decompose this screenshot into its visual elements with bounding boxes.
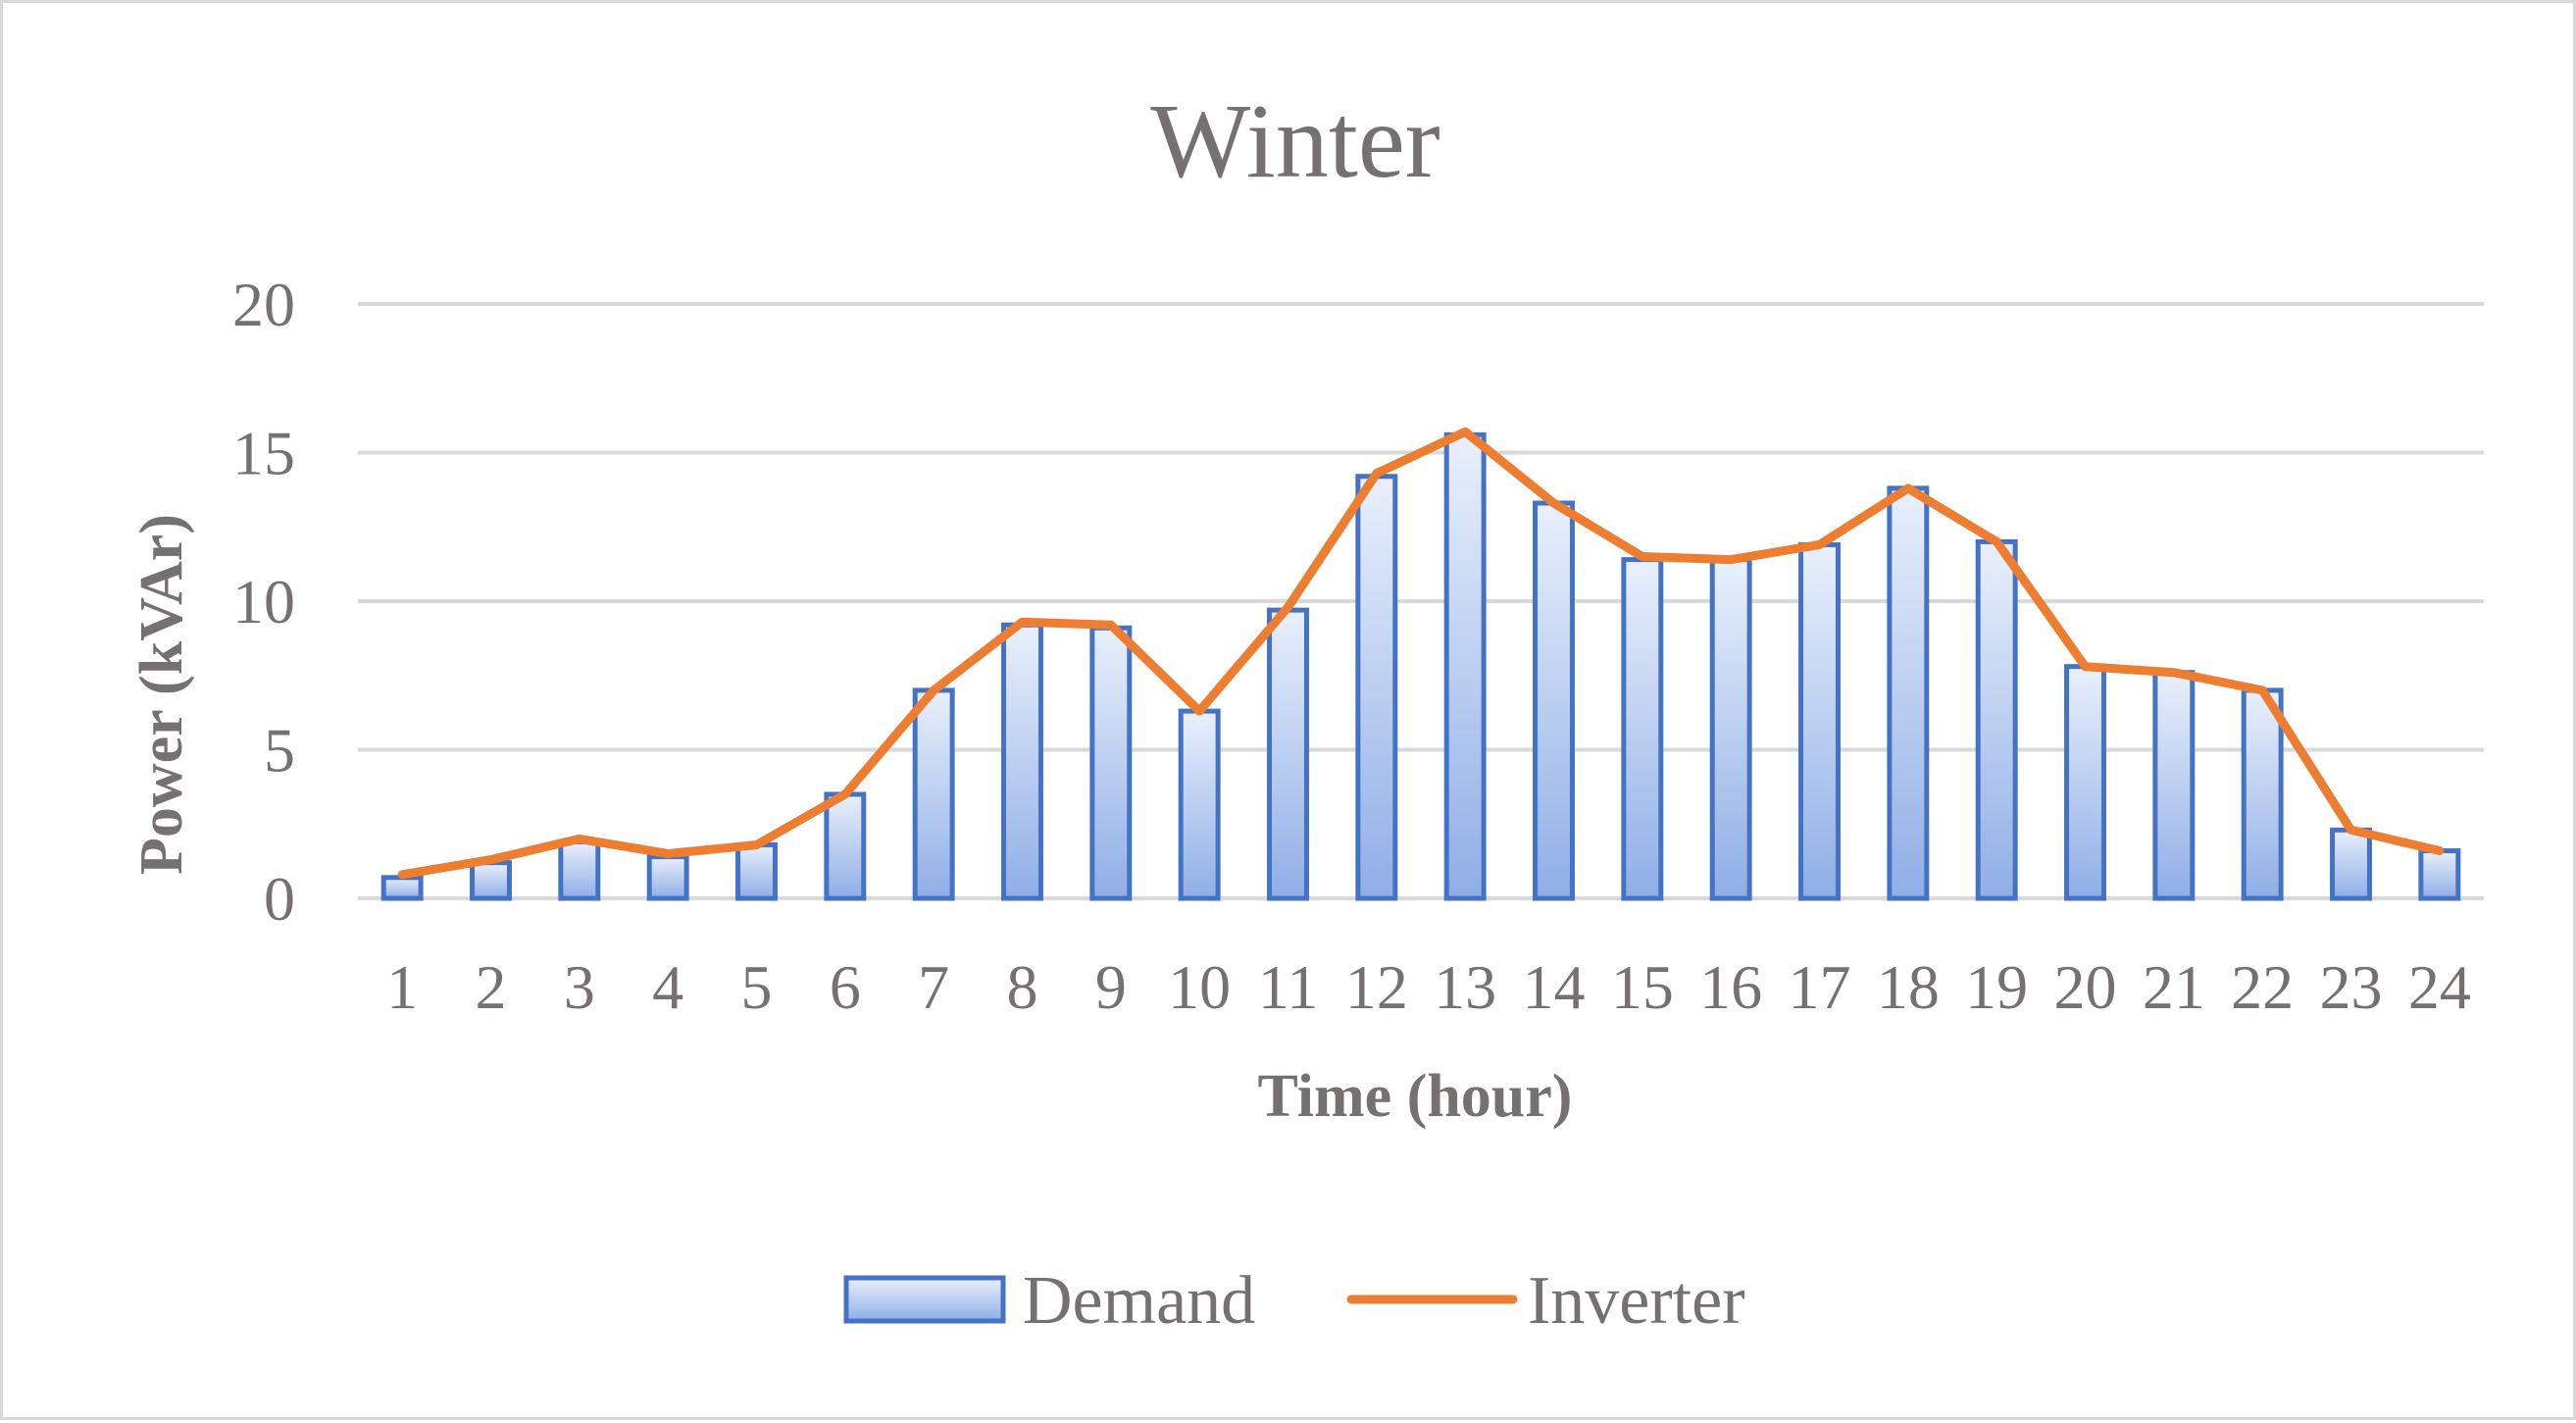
demand-bar [2064,664,2106,901]
inverter-line-layer [397,427,2445,880]
demand-bar [824,791,867,901]
demand-bar [2330,827,2372,901]
x-axis-label: Time (hour) [1258,1063,1573,1130]
x-tick-label: 18 [1877,952,1940,1022]
x-tick-label: 7 [918,952,949,1022]
chart-title: Winter [1150,83,1440,200]
demand-bar [2241,687,2284,901]
x-tick-label: 11 [1258,952,1319,1022]
x-tick-label: 8 [1007,952,1038,1022]
x-tick-label: 20 [2054,952,2117,1022]
legend-demand-swatch [843,1275,1006,1324]
legend: Demand Inverter [843,1263,1745,1339]
demand-bar [1798,541,1841,901]
x-tick-label: 17 [1789,952,1851,1022]
inverter-line [397,427,2445,880]
x-tick-label: 3 [564,952,595,1022]
legend-inverter-label: Inverter [1528,1263,1745,1339]
x-tick-label: 9 [1095,952,1127,1022]
x-tick-label: 13 [1434,952,1496,1022]
y-tick-labels: 0 5 10 15 20 [232,270,295,934]
demand-bar [2418,848,2461,901]
demand-bar [1443,432,1487,901]
x-tick-label: 10 [1168,952,1231,1022]
x-tick-label: 14 [1523,952,1586,1022]
demand-bar [1178,708,1221,901]
y-tick-label: 15 [232,419,295,488]
demand-bars [380,432,2461,901]
demand-bar [1975,538,2018,901]
demand-bar [1887,485,1930,901]
demand-bar [2152,670,2196,901]
x-tick-label: 4 [652,952,683,1022]
demand-bar [646,854,689,901]
demand-bar [912,687,955,901]
x-tick-label: 16 [1699,952,1762,1022]
x-tick-label: 2 [476,952,507,1022]
demand-bar [735,841,778,901]
demand-bar [1267,607,1309,901]
x-tick-label: 1 [386,952,418,1022]
x-tick-label: 24 [2408,952,2471,1022]
demand-bar [380,875,424,901]
demand-bar [558,839,601,901]
y-tick-label: 0 [264,864,295,934]
y-axis-label: Power (kVAr) [128,514,195,875]
y-tick-label: 10 [232,567,295,636]
demand-bar [1621,557,1664,901]
demand-bar [1089,625,1133,901]
x-tick-labels: 1 2 3 4 5 6 7 8 9 10 11 12 13 14 15 16 17 18 19 20 21 22 23 24 [386,952,2471,1022]
demand-bar [470,860,512,901]
demand-bar [1001,622,1043,901]
demand-bar [1709,557,1752,901]
x-tick-label: 22 [2231,952,2294,1022]
y-tick-label: 5 [264,716,295,786]
demand-bar [1355,474,1398,901]
legend-demand-label: Demand [1023,1263,1255,1339]
demand-bar [1533,500,1575,901]
x-tick-label: 12 [1345,952,1408,1022]
gridlines [358,302,2484,900]
x-tick-label: 23 [2320,952,2383,1022]
x-tick-label: 5 [741,952,773,1022]
x-tick-label: 19 [1965,952,2028,1022]
x-tick-label: 15 [1611,952,1674,1022]
x-tick-label: 6 [830,952,861,1022]
y-tick-label: 20 [232,270,295,339]
x-tick-label: 21 [2143,952,2205,1022]
